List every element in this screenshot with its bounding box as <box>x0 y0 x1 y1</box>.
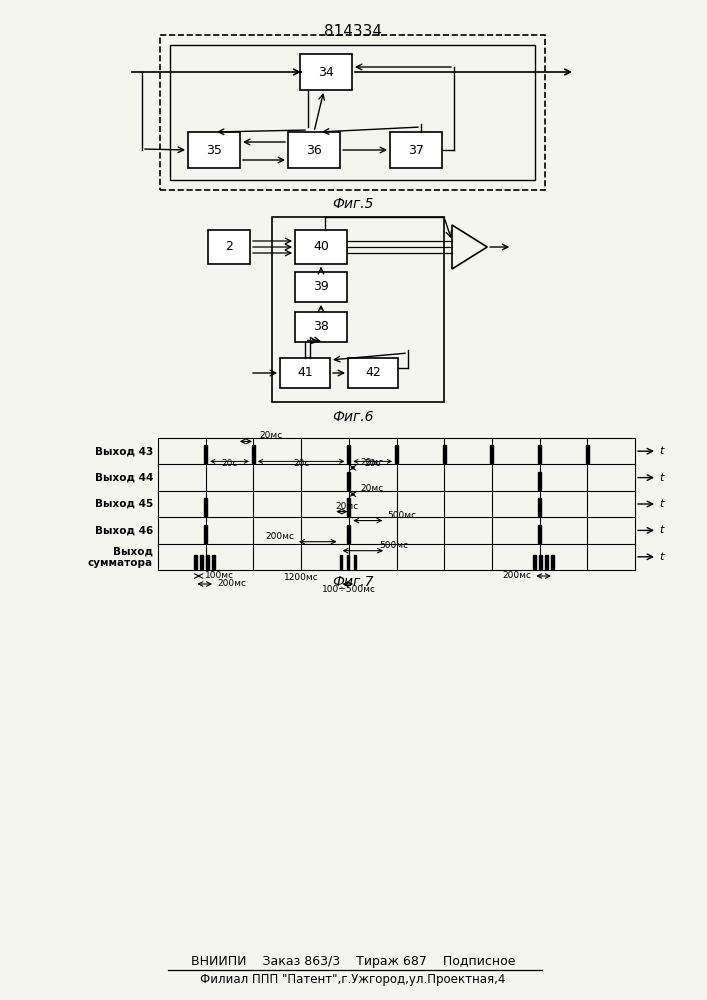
Text: 2: 2 <box>225 240 233 253</box>
Text: 36: 36 <box>306 143 322 156</box>
Text: 35: 35 <box>206 143 222 156</box>
Text: t: t <box>659 499 663 509</box>
Bar <box>533 555 536 569</box>
FancyBboxPatch shape <box>295 312 347 342</box>
FancyBboxPatch shape <box>295 230 347 264</box>
Text: 814334: 814334 <box>324 24 382 39</box>
Text: 500мс: 500мс <box>379 541 408 550</box>
Text: 20мс: 20мс <box>361 458 384 467</box>
FancyBboxPatch shape <box>208 230 250 264</box>
Bar <box>354 555 356 569</box>
Bar <box>346 555 349 569</box>
Text: 20с: 20с <box>365 459 381 468</box>
Text: 20мс: 20мс <box>335 502 358 511</box>
FancyBboxPatch shape <box>295 272 347 302</box>
Bar <box>160 35 545 190</box>
Bar <box>347 472 350 490</box>
Text: 20с: 20с <box>221 459 238 468</box>
Bar <box>252 445 255 463</box>
Text: 500мс: 500мс <box>387 511 416 520</box>
FancyBboxPatch shape <box>288 132 340 168</box>
Bar <box>212 555 215 569</box>
Bar <box>491 445 493 463</box>
Text: Филиал ППП "Патент",г.Ужгород,ул.Проектная,4: Филиал ППП "Патент",г.Ужгород,ул.Проектн… <box>200 974 506 986</box>
Text: 38: 38 <box>313 320 329 334</box>
Bar <box>586 445 589 463</box>
Text: Выход
сумматора: Выход сумматора <box>88 546 153 568</box>
FancyBboxPatch shape <box>280 358 330 388</box>
FancyBboxPatch shape <box>188 132 240 168</box>
Bar <box>206 555 209 569</box>
Bar <box>347 525 350 543</box>
Bar <box>347 498 350 516</box>
Text: 200мс: 200мс <box>265 532 294 541</box>
Text: Выход 45: Выход 45 <box>95 499 153 509</box>
Text: t: t <box>659 525 663 535</box>
Text: 200мс: 200мс <box>503 572 532 580</box>
Text: Фиг.7: Фиг.7 <box>332 575 374 589</box>
Bar <box>170 45 535 180</box>
Bar <box>339 555 342 569</box>
Text: 100÷500мс: 100÷500мс <box>322 585 376 594</box>
FancyBboxPatch shape <box>390 132 442 168</box>
FancyBboxPatch shape <box>300 54 352 90</box>
Text: Выход 44: Выход 44 <box>95 473 153 483</box>
Text: 20мс: 20мс <box>361 484 384 493</box>
Text: 39: 39 <box>313 280 329 294</box>
Text: Фиг.6: Фиг.6 <box>332 410 374 424</box>
Text: Выход 46: Выход 46 <box>95 525 153 535</box>
Text: 100мс: 100мс <box>205 572 234 580</box>
Text: 1200мс: 1200мс <box>284 572 318 582</box>
Bar <box>347 445 350 463</box>
FancyBboxPatch shape <box>348 358 398 388</box>
Bar <box>201 555 203 569</box>
Text: 34: 34 <box>318 66 334 79</box>
Bar <box>395 445 398 463</box>
Bar <box>272 217 444 402</box>
Bar <box>538 445 541 463</box>
Text: 37: 37 <box>408 143 424 156</box>
Bar <box>194 555 197 569</box>
Text: Выход 43: Выход 43 <box>95 446 153 456</box>
Text: t: t <box>659 446 663 456</box>
Bar <box>204 445 207 463</box>
Text: 200мс: 200мс <box>217 580 246 588</box>
Bar <box>538 498 541 516</box>
Bar <box>538 472 541 490</box>
Bar <box>545 555 548 569</box>
Bar <box>204 525 207 543</box>
Text: Фиг.5: Фиг.5 <box>332 197 374 211</box>
Text: ВНИИПИ    Заказ 863/3    Тираж 687    Подписное: ВНИИПИ Заказ 863/3 Тираж 687 Подписное <box>191 956 515 968</box>
Text: t: t <box>659 552 663 562</box>
Text: 40: 40 <box>313 240 329 253</box>
Bar <box>443 445 445 463</box>
Text: 42: 42 <box>365 366 381 379</box>
Bar <box>204 498 207 516</box>
Text: 20мс: 20мс <box>259 431 283 440</box>
Bar <box>538 525 541 543</box>
Bar <box>539 555 542 569</box>
Text: t: t <box>659 473 663 483</box>
Text: 20с: 20с <box>293 459 309 468</box>
Bar <box>551 555 554 569</box>
Text: 41: 41 <box>297 366 313 379</box>
